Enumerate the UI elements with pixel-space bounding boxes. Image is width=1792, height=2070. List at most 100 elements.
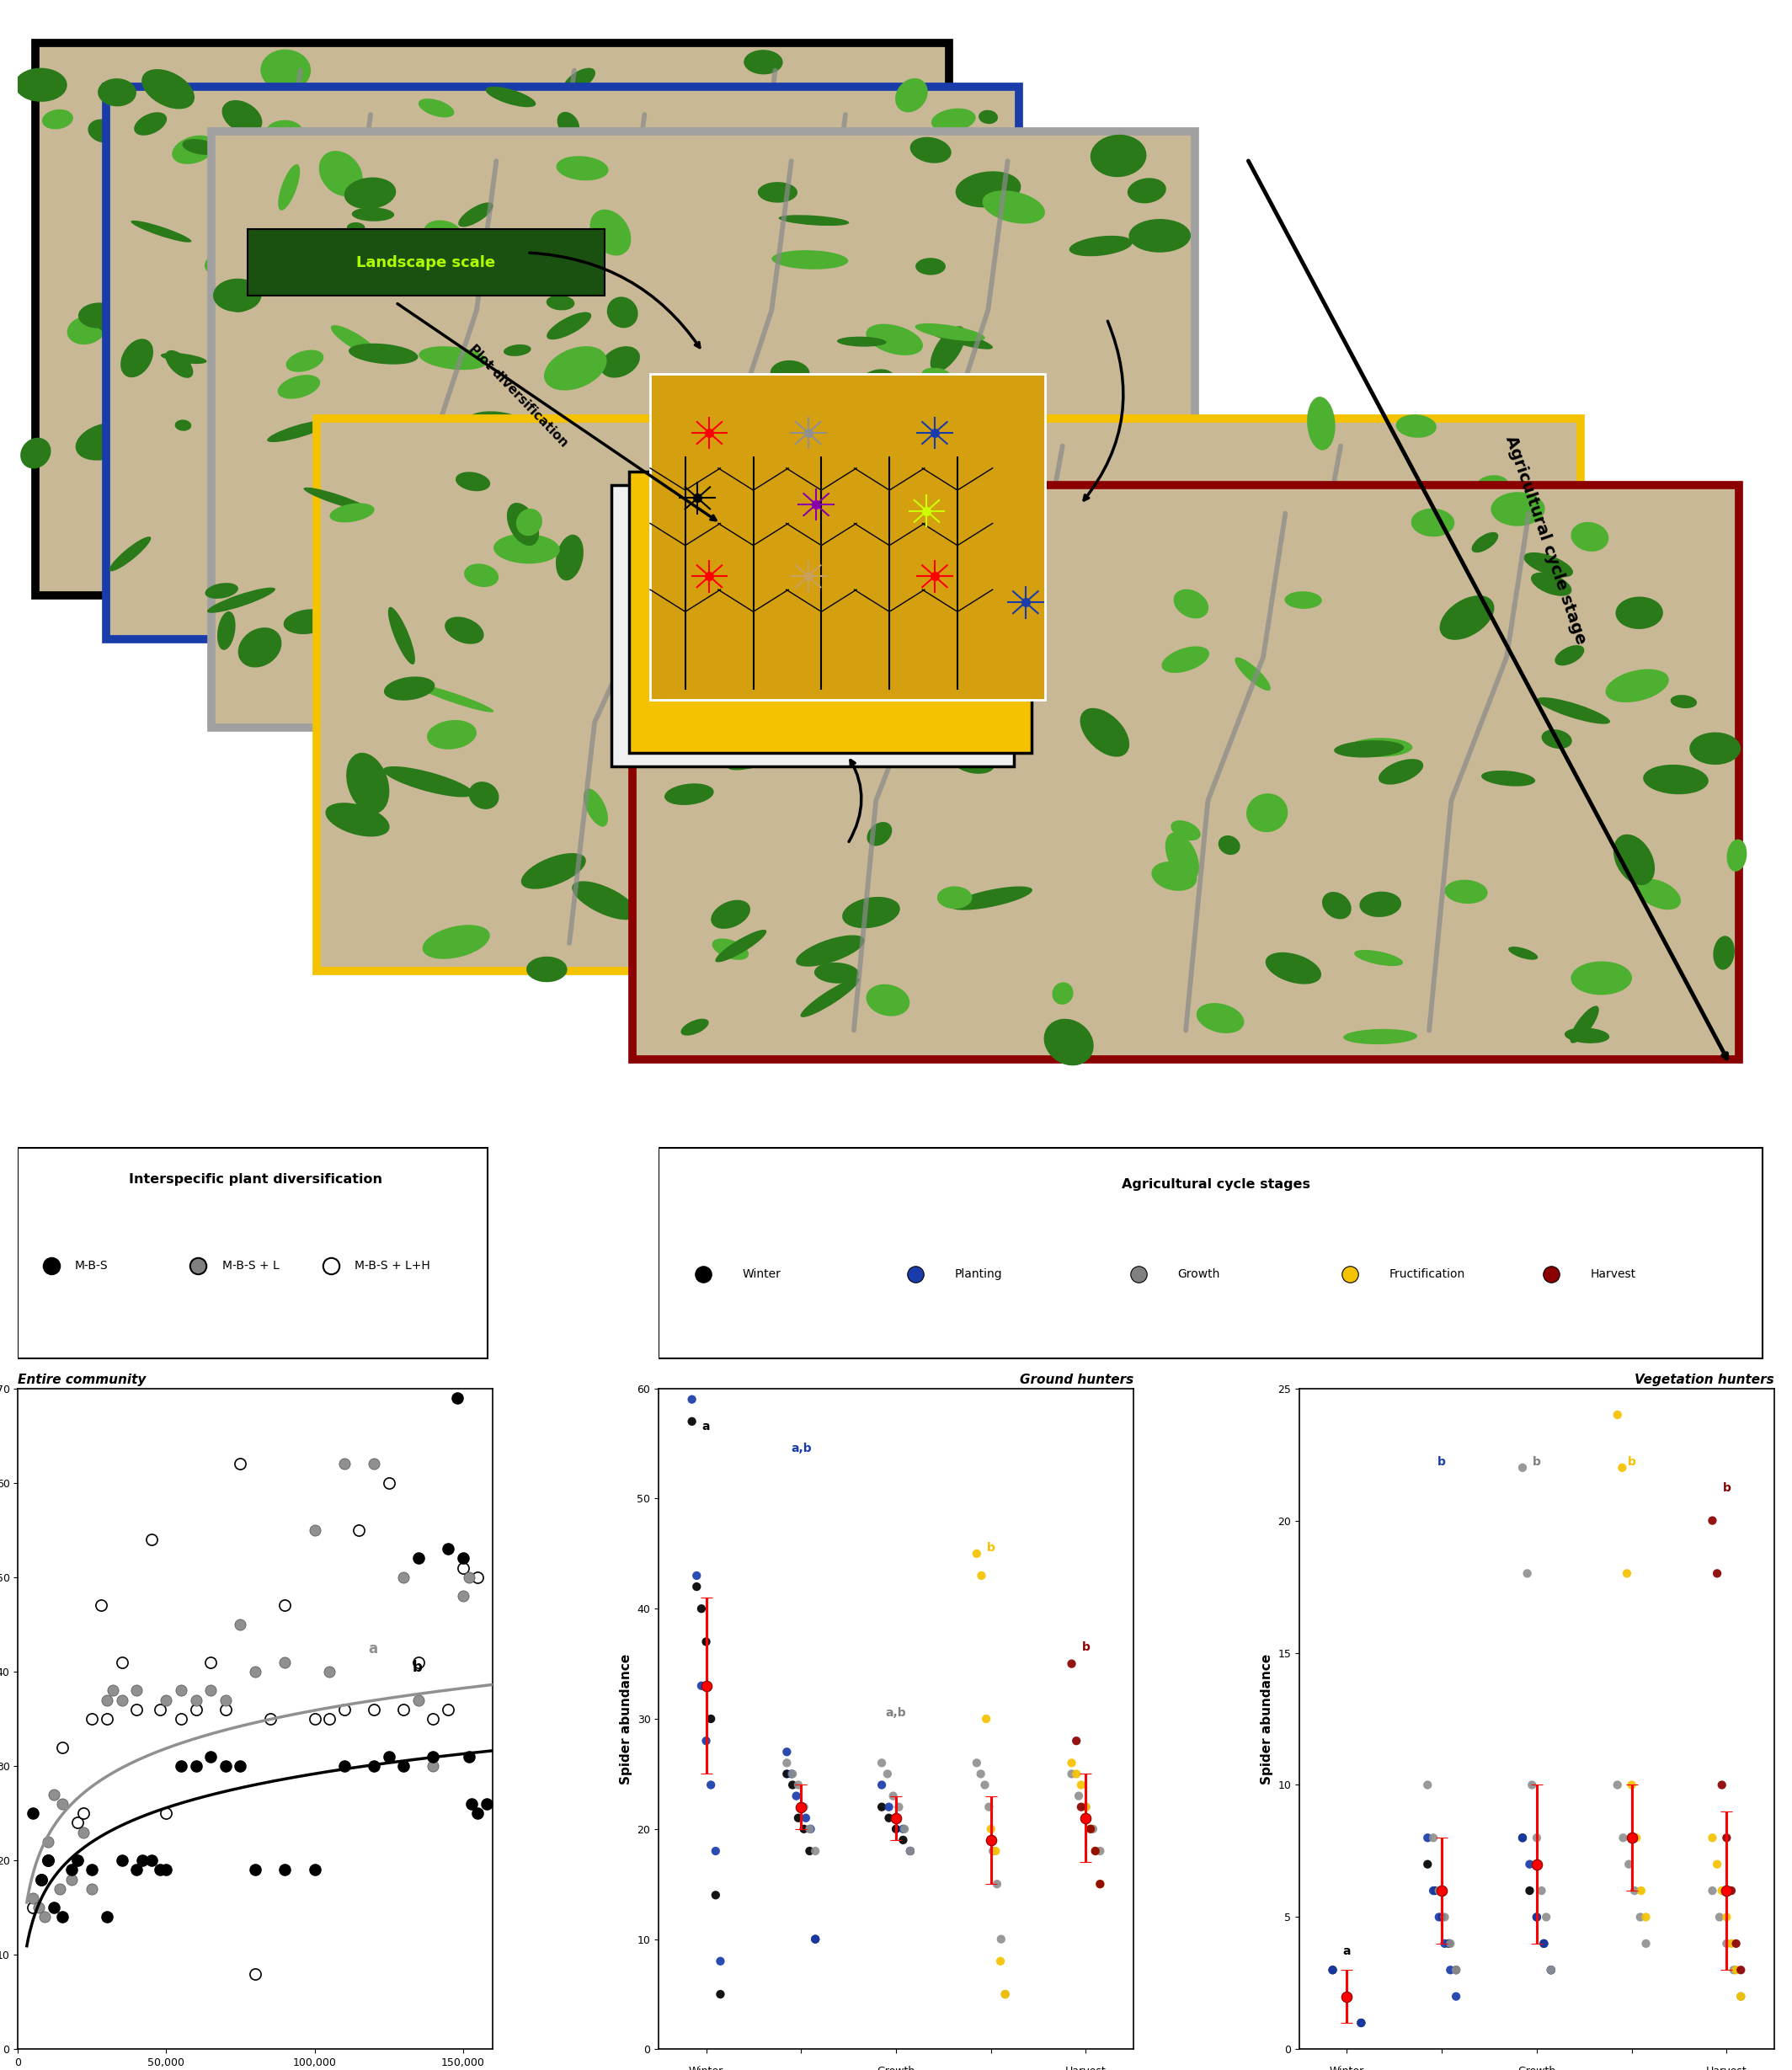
Ellipse shape bbox=[425, 219, 462, 244]
Point bbox=[1425, 1873, 1453, 1906]
Ellipse shape bbox=[627, 393, 677, 435]
Text: Harvest: Harvest bbox=[1706, 2066, 1747, 2070]
Point bbox=[1713, 1900, 1742, 1933]
Ellipse shape bbox=[109, 536, 151, 571]
Ellipse shape bbox=[1439, 596, 1495, 640]
Ellipse shape bbox=[572, 662, 640, 693]
Ellipse shape bbox=[803, 729, 864, 780]
Point bbox=[167, 1702, 195, 1735]
Ellipse shape bbox=[346, 325, 405, 354]
Ellipse shape bbox=[1606, 669, 1668, 702]
Ellipse shape bbox=[1163, 785, 1188, 845]
Ellipse shape bbox=[339, 590, 364, 625]
Ellipse shape bbox=[254, 172, 305, 195]
FancyBboxPatch shape bbox=[247, 230, 604, 296]
Point bbox=[1722, 1927, 1751, 1960]
Point bbox=[792, 1801, 821, 1834]
Point bbox=[86, 1590, 115, 1623]
Ellipse shape bbox=[923, 327, 993, 350]
Ellipse shape bbox=[414, 683, 495, 712]
Ellipse shape bbox=[1396, 414, 1437, 437]
Ellipse shape bbox=[1727, 838, 1747, 871]
Ellipse shape bbox=[1244, 549, 1272, 567]
Point bbox=[783, 1768, 812, 1801]
Point bbox=[1421, 1873, 1450, 1906]
Ellipse shape bbox=[977, 720, 1018, 772]
Ellipse shape bbox=[901, 391, 935, 404]
Point bbox=[772, 1735, 801, 1768]
Point bbox=[1627, 1873, 1656, 1906]
Ellipse shape bbox=[771, 360, 810, 385]
Text: Entire community: Entire community bbox=[18, 1374, 147, 1387]
Point bbox=[1622, 1822, 1650, 1855]
Ellipse shape bbox=[532, 437, 568, 466]
Ellipse shape bbox=[1014, 642, 1054, 681]
Y-axis label: Spider abundance: Spider abundance bbox=[620, 1654, 633, 1784]
Ellipse shape bbox=[20, 437, 50, 468]
Ellipse shape bbox=[771, 375, 808, 400]
Point bbox=[1631, 1927, 1659, 1960]
Point bbox=[778, 1768, 806, 1801]
Point bbox=[889, 1813, 918, 1846]
Ellipse shape bbox=[681, 553, 745, 569]
Ellipse shape bbox=[799, 416, 862, 431]
Point bbox=[796, 1813, 824, 1846]
Point bbox=[1604, 1768, 1633, 1801]
Ellipse shape bbox=[213, 279, 262, 313]
Point bbox=[885, 1791, 914, 1824]
Ellipse shape bbox=[640, 549, 715, 580]
Ellipse shape bbox=[1344, 1029, 1417, 1043]
Ellipse shape bbox=[1426, 524, 1448, 546]
Ellipse shape bbox=[195, 464, 222, 503]
Ellipse shape bbox=[521, 195, 566, 226]
Point bbox=[1428, 1900, 1457, 1933]
Ellipse shape bbox=[572, 240, 593, 267]
Ellipse shape bbox=[692, 174, 720, 205]
Point bbox=[389, 1693, 418, 1726]
Ellipse shape bbox=[674, 253, 694, 271]
Point bbox=[991, 1977, 1020, 2010]
Ellipse shape bbox=[668, 333, 715, 356]
Ellipse shape bbox=[204, 584, 238, 598]
Point bbox=[790, 1813, 819, 1846]
Ellipse shape bbox=[769, 532, 821, 571]
Ellipse shape bbox=[896, 265, 935, 286]
Point bbox=[1333, 1979, 1362, 2012]
Ellipse shape bbox=[66, 317, 106, 344]
Point bbox=[129, 1844, 158, 1877]
Ellipse shape bbox=[772, 526, 788, 555]
Point bbox=[108, 1646, 136, 1679]
Ellipse shape bbox=[955, 509, 986, 532]
Ellipse shape bbox=[362, 484, 383, 499]
Bar bbox=[36, 43, 948, 596]
Ellipse shape bbox=[1306, 799, 1340, 826]
Ellipse shape bbox=[758, 457, 790, 480]
Ellipse shape bbox=[1643, 764, 1708, 795]
Point bbox=[136, 1844, 165, 1877]
Point bbox=[57, 1853, 86, 1886]
Point bbox=[108, 1844, 136, 1877]
Ellipse shape bbox=[1052, 983, 1073, 1004]
Ellipse shape bbox=[75, 422, 134, 460]
Point bbox=[455, 1741, 484, 1774]
Ellipse shape bbox=[276, 358, 317, 387]
Point bbox=[1348, 2006, 1376, 2039]
Point bbox=[1072, 1791, 1100, 1824]
Ellipse shape bbox=[731, 710, 754, 735]
Ellipse shape bbox=[1410, 509, 1455, 536]
Ellipse shape bbox=[898, 400, 950, 445]
Ellipse shape bbox=[504, 524, 554, 536]
Ellipse shape bbox=[541, 201, 579, 230]
Ellipse shape bbox=[253, 395, 296, 410]
Point bbox=[1532, 1900, 1561, 1933]
Point bbox=[1699, 1873, 1727, 1906]
Point bbox=[686, 1592, 715, 1625]
Ellipse shape bbox=[831, 474, 896, 491]
Ellipse shape bbox=[866, 323, 923, 356]
Point bbox=[1523, 1900, 1552, 1933]
Ellipse shape bbox=[1217, 896, 1269, 923]
Ellipse shape bbox=[547, 313, 591, 339]
Text: Fructification: Fructification bbox=[1389, 1269, 1466, 1279]
Ellipse shape bbox=[978, 110, 998, 124]
Ellipse shape bbox=[900, 153, 962, 178]
